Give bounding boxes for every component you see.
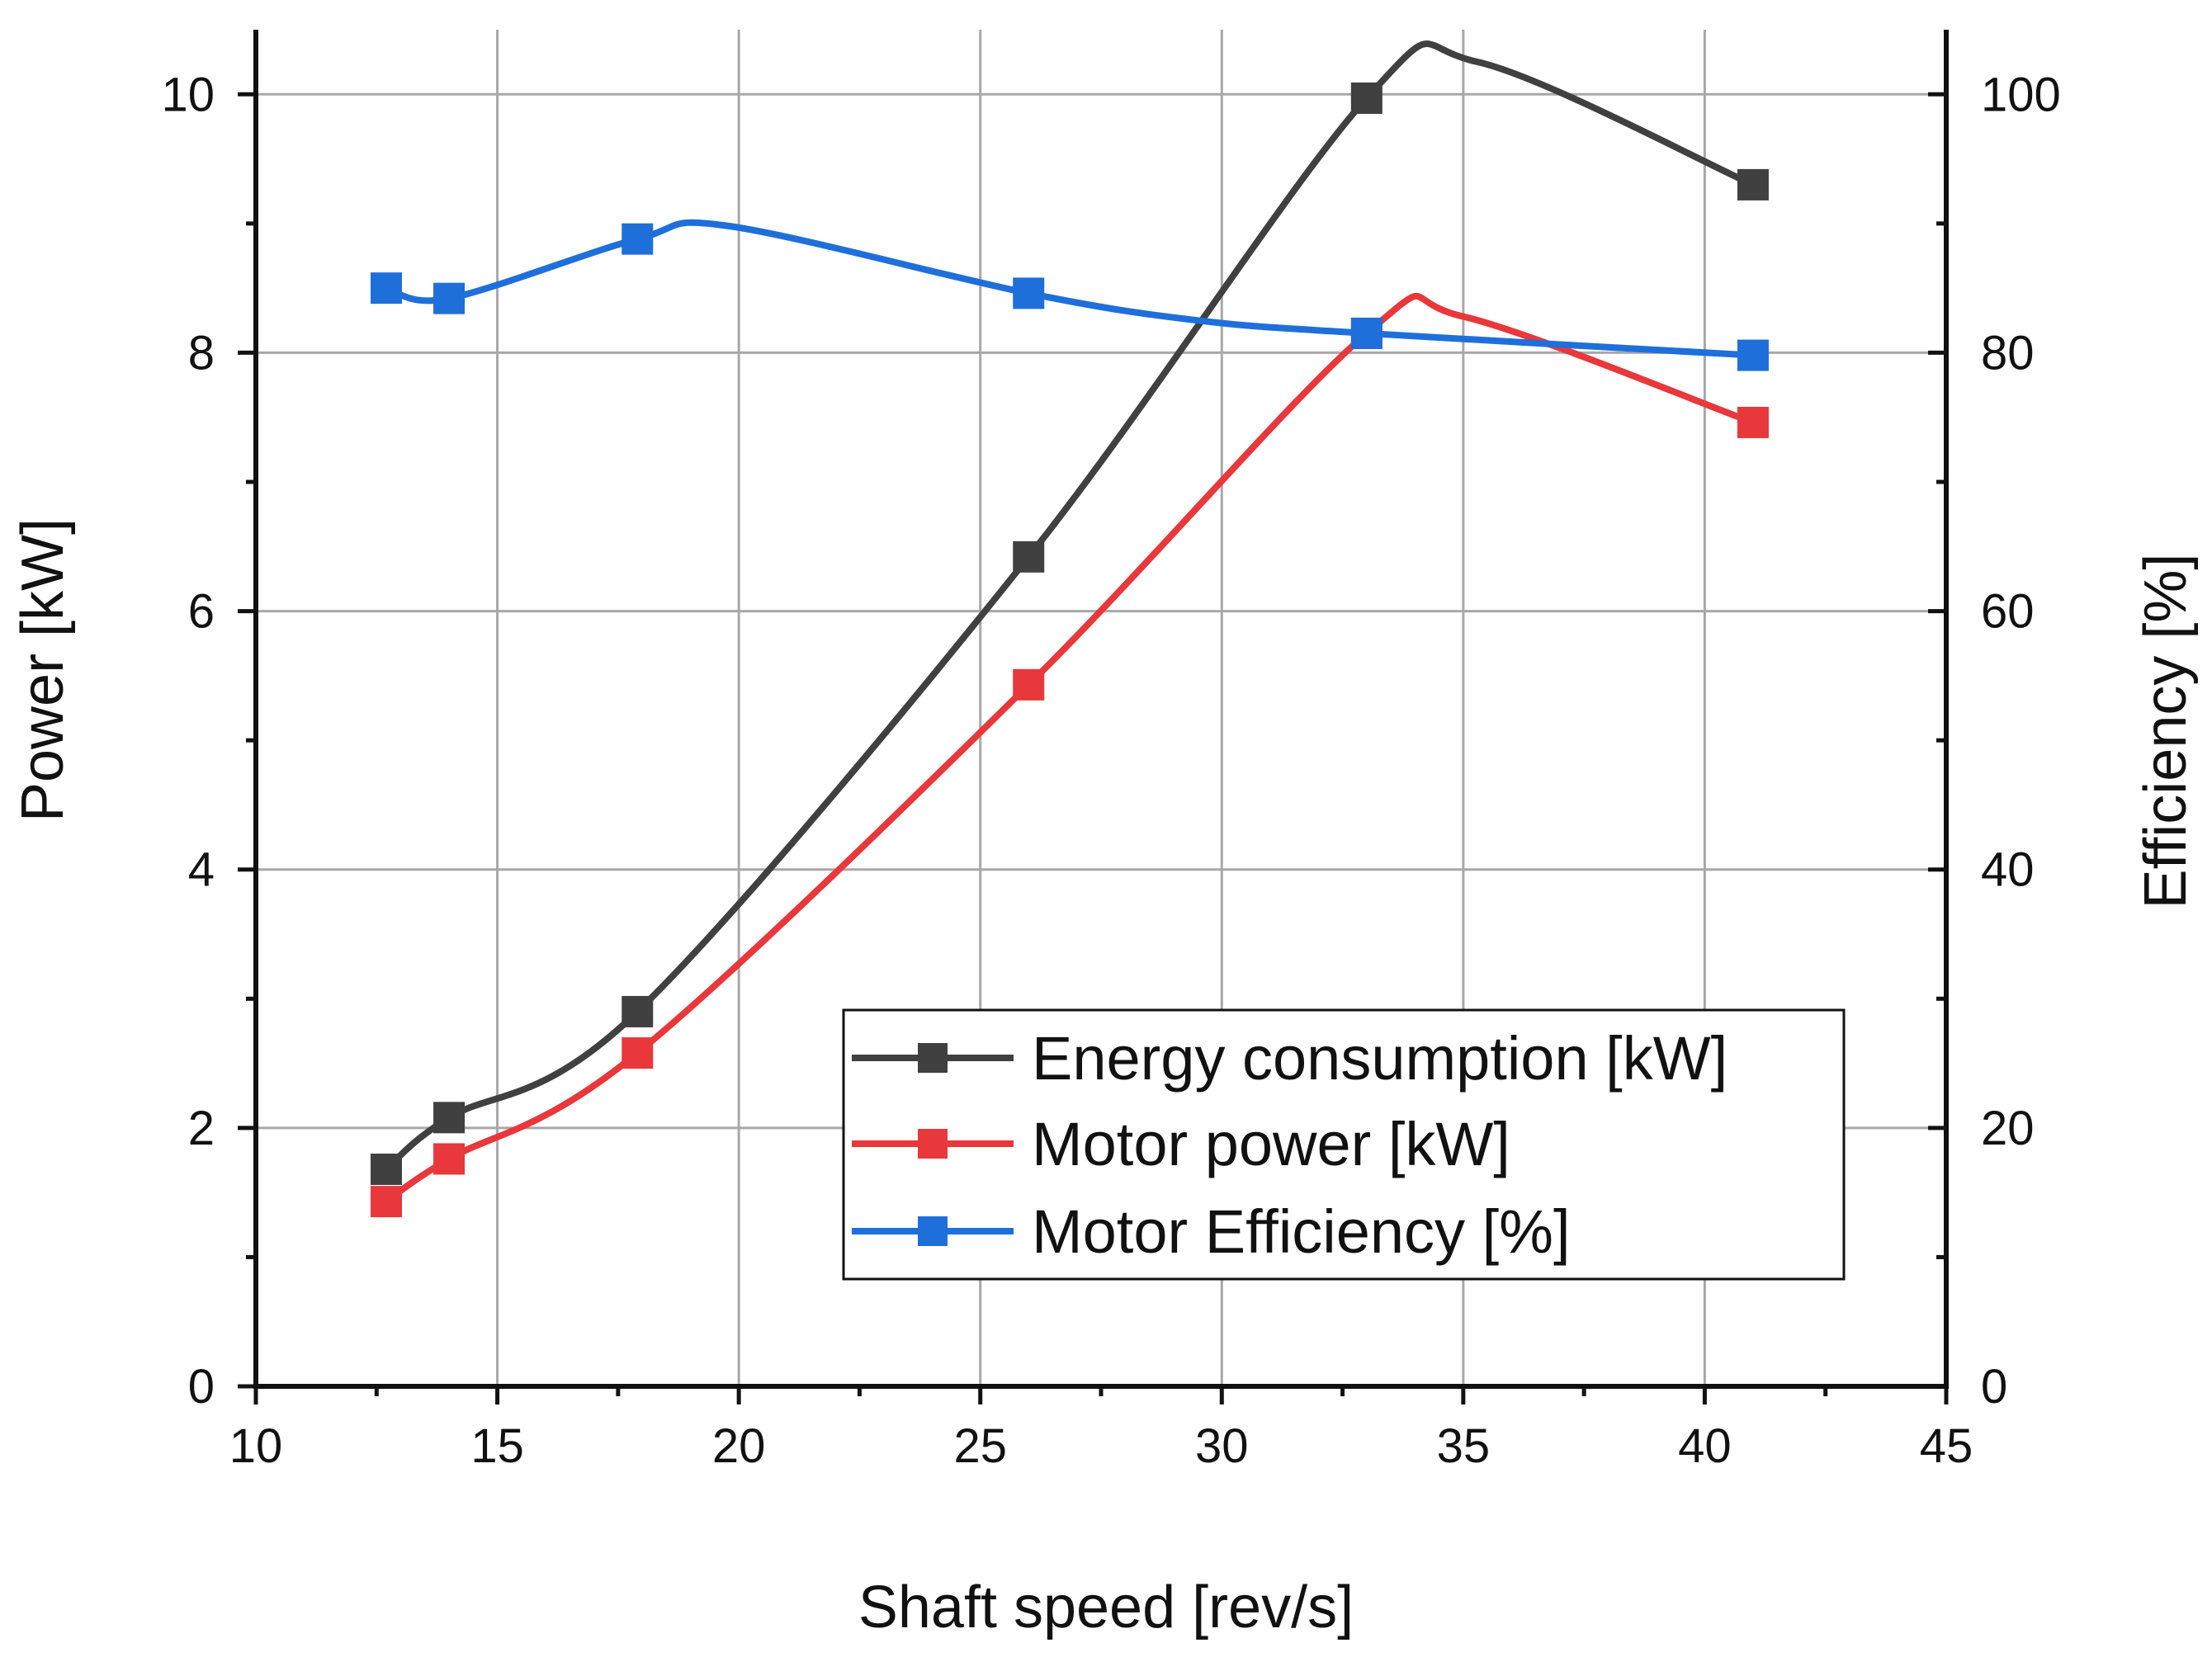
data-point-energy-consumption — [1737, 168, 1769, 201]
x-tick-label: 20 — [712, 1419, 766, 1473]
legend-label-motor-power: Motor power [kW] — [1032, 1110, 1510, 1178]
data-point-motor-power — [370, 1186, 402, 1218]
y-tick-label: 10 — [161, 68, 215, 121]
y-axis-title: Power [kW] — [10, 518, 76, 822]
legend-label-efficiency: Motor Efficiency [%] — [1032, 1197, 1571, 1266]
x-tick-label: 30 — [1195, 1419, 1249, 1473]
data-point-motor-efficiency — [1013, 277, 1045, 309]
y2-tick-label: 80 — [1981, 326, 2035, 380]
data-point-motor-efficiency — [622, 223, 654, 255]
y-tick-label: 0 — [188, 1360, 215, 1414]
series-line-motor-efficiency — [385, 219, 1754, 359]
y-tick-label: 8 — [188, 326, 215, 380]
series-line-motor-power — [384, 292, 1755, 1205]
legend-marker-efficiency — [918, 1216, 948, 1246]
data-point-motor-efficiency — [370, 272, 402, 304]
x-tick-label: 45 — [1920, 1419, 1973, 1473]
y2-axis-title: Efficiency [%] — [2133, 554, 2199, 909]
y2-tick-label: 0 — [1981, 1360, 2007, 1414]
y2-tick-label: 60 — [1981, 585, 2035, 639]
data-point-motor-power — [622, 1037, 654, 1069]
data-point-motor-efficiency — [1737, 339, 1769, 371]
legend: Energy consumption [kW] Motor power [kW]… — [842, 1008, 1846, 1281]
data-point-energy-consumption — [622, 995, 654, 1027]
legend-label-energy: Energy consumption [kW] — [1032, 1024, 1728, 1093]
data-point-motor-efficiency — [1350, 317, 1382, 349]
data-point-motor-power — [433, 1143, 466, 1175]
axes — [238, 30, 1949, 1404]
y-tick-label: 2 — [188, 1102, 215, 1155]
x-axis-title: Shaft speed [rev/s] — [858, 1574, 1354, 1640]
y2-tick-label: 20 — [1981, 1102, 2035, 1155]
data-point-motor-efficiency — [433, 282, 466, 314]
y2-tick-label: 40 — [1981, 843, 2035, 897]
y-tick-label: 4 — [188, 843, 215, 897]
data-point-energy-consumption — [370, 1153, 402, 1185]
x-tick-label: 15 — [470, 1419, 524, 1473]
data-point-motor-power — [1737, 406, 1769, 438]
legend-marker-energy — [918, 1043, 948, 1073]
data-point-motor-power — [1013, 668, 1045, 701]
series-line-energy-consumption — [384, 40, 1755, 1173]
data-point-energy-consumption — [433, 1102, 466, 1134]
data-point-energy-consumption — [1013, 541, 1045, 573]
series-layer — [370, 40, 1769, 1218]
x-tick-label: 25 — [953, 1419, 1007, 1473]
x-tick-label: 10 — [229, 1419, 283, 1473]
y2-tick-label: 100 — [1981, 68, 2061, 121]
y-tick-label: 6 — [188, 585, 215, 639]
x-tick-label: 35 — [1437, 1419, 1491, 1473]
data-point-energy-consumption — [1350, 82, 1382, 114]
x-tick-label: 40 — [1678, 1419, 1732, 1473]
legend-marker-motor-power — [918, 1129, 948, 1159]
